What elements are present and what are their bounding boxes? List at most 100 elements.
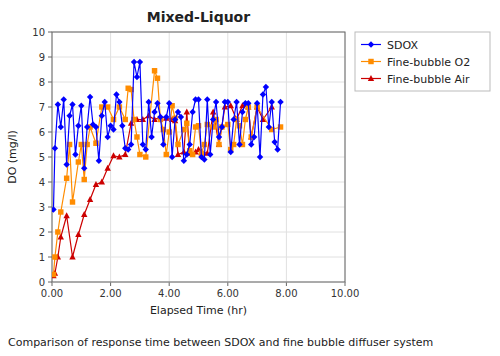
- grid-line: [52, 232, 345, 233]
- tick: [48, 32, 52, 33]
- point: [263, 84, 269, 90]
- point: [277, 99, 283, 105]
- point: [58, 124, 64, 130]
- tick-label: 7: [39, 102, 45, 113]
- point: [82, 177, 87, 182]
- point: [81, 165, 87, 171]
- point: [184, 108, 190, 114]
- point: [233, 99, 239, 105]
- point: [189, 109, 195, 115]
- point: [70, 199, 75, 204]
- point: [104, 134, 110, 140]
- tick-label: 6.00: [217, 288, 239, 299]
- tick: [48, 107, 52, 108]
- point: [248, 141, 254, 147]
- series-line: [53, 71, 280, 275]
- point: [111, 117, 116, 122]
- legend-marker: [368, 41, 374, 47]
- legend-label: Fine-bubble Air: [387, 73, 470, 86]
- point: [157, 114, 163, 120]
- point: [55, 229, 60, 234]
- point: [99, 178, 105, 184]
- point: [76, 159, 81, 164]
- plot-frame: [52, 32, 345, 282]
- point: [113, 91, 119, 97]
- data-area: [52, 59, 284, 279]
- tick-label: 5: [39, 152, 45, 163]
- tick-label: 8: [39, 77, 45, 88]
- tick-label: 6: [39, 127, 45, 138]
- point: [269, 99, 275, 105]
- point: [52, 145, 58, 151]
- tick: [48, 57, 52, 58]
- point: [104, 165, 110, 171]
- axes: 0.002.004.006.008.0010.00012345678910: [32, 27, 359, 300]
- point: [134, 74, 140, 80]
- point: [64, 176, 69, 181]
- point: [195, 96, 201, 102]
- legend: SDOX Fine-bubble O2 Fine-bubble Air: [355, 32, 490, 91]
- point: [225, 99, 231, 105]
- point: [140, 116, 146, 122]
- point: [78, 103, 84, 109]
- point: [75, 231, 81, 237]
- grid-line: [52, 207, 345, 208]
- tick: [286, 282, 287, 286]
- point: [134, 134, 139, 139]
- series: [52, 68, 283, 277]
- point: [110, 126, 116, 132]
- point: [140, 141, 146, 147]
- point: [84, 124, 90, 130]
- tick: [48, 282, 52, 283]
- point: [55, 101, 61, 107]
- point: [152, 68, 157, 73]
- point: [75, 123, 81, 129]
- tick-label: 2: [39, 227, 45, 238]
- legend-label: SDOX: [387, 39, 418, 52]
- point: [216, 134, 222, 140]
- point: [175, 109, 181, 115]
- background: [0, 0, 500, 356]
- point: [128, 141, 134, 147]
- point: [72, 151, 78, 157]
- point: [52, 272, 57, 278]
- point: [69, 101, 75, 107]
- legend-frame: [355, 32, 490, 91]
- tick: [48, 132, 52, 133]
- point: [204, 96, 210, 102]
- tick-label: 4: [39, 177, 45, 188]
- title: Mixed-Liquor: [147, 9, 250, 25]
- legend-marker: [368, 75, 374, 81]
- series: [52, 59, 284, 213]
- legend-label: Fine-bubble O2: [387, 56, 470, 69]
- point: [52, 272, 56, 277]
- y-axis-label: DO (mg/l): [6, 130, 19, 184]
- point: [145, 99, 151, 105]
- point: [236, 141, 242, 147]
- point: [145, 112, 151, 118]
- point: [251, 134, 257, 140]
- point: [219, 124, 225, 130]
- point: [166, 100, 172, 106]
- point: [257, 154, 263, 160]
- point: [148, 134, 154, 140]
- tick-label: 10: [32, 27, 45, 38]
- legend-marker: [368, 59, 373, 64]
- caption: Comparison of response time between SDOX…: [8, 336, 433, 349]
- point: [254, 100, 260, 106]
- grid-line: [52, 82, 345, 83]
- point: [96, 158, 102, 164]
- series-line: [53, 62, 280, 210]
- point: [110, 152, 116, 158]
- point: [181, 158, 187, 164]
- point: [245, 100, 251, 106]
- point: [125, 146, 131, 152]
- tick: [227, 282, 228, 286]
- point: [93, 181, 99, 187]
- tick-label: 3: [39, 202, 45, 213]
- point: [164, 152, 169, 157]
- point: [187, 141, 193, 147]
- point: [190, 152, 195, 157]
- point: [52, 206, 57, 212]
- tick-label: 1: [39, 252, 45, 263]
